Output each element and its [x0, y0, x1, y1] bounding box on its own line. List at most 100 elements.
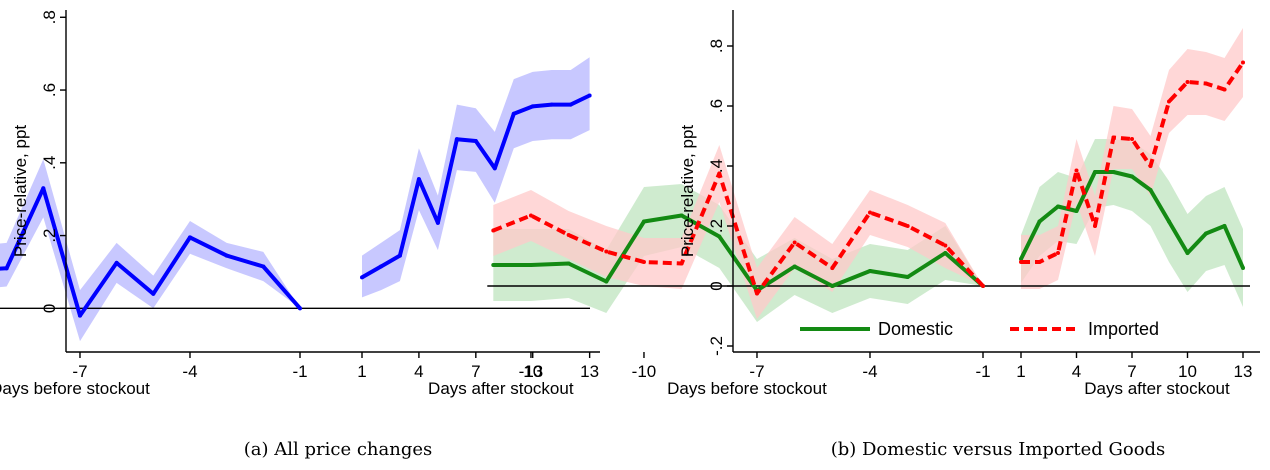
data-point-domestic-x-13	[528, 263, 533, 267]
data-point-domestic-x-9	[679, 213, 684, 218]
data-point-imported-x-8	[717, 171, 722, 176]
data-point-imported-x3	[1056, 251, 1060, 255]
data-point-imported-x-2	[943, 243, 948, 248]
data-point-imported-x-7	[754, 291, 759, 296]
data-point-all-x9	[511, 111, 516, 116]
y-axis-title: Price-relative, ppt	[678, 125, 697, 258]
data-point-imported-x-12	[566, 233, 571, 237]
data-point-imported-x11	[1204, 81, 1208, 86]
data-point-imported-x8	[1148, 164, 1153, 168]
x-tick-label: -4	[182, 362, 197, 381]
x-tick-label: 7	[1127, 362, 1136, 381]
x-tick-label: 4	[1072, 362, 1081, 381]
data-point-domestic-x5	[1093, 170, 1097, 174]
y-tick-label: .6	[40, 83, 59, 97]
data-point-all-x-3	[224, 253, 229, 258]
data-point-all-x-5	[151, 291, 156, 296]
data-point-all-x6	[454, 137, 459, 142]
data-point-imported-x-3	[905, 224, 910, 228]
data-point-domestic-x13	[1241, 266, 1245, 270]
data-point-domestic-x-4	[867, 269, 872, 273]
data-point-imported-x-6	[792, 240, 797, 245]
x-tick-label: -4	[862, 362, 877, 381]
legend-label-imported: Imported	[1088, 319, 1159, 339]
data-point-imported-x-11	[604, 249, 609, 254]
data-point-domestic-x-10	[641, 219, 646, 224]
x-tick-label: 10	[1178, 362, 1197, 381]
data-point-domestic-x-14	[491, 263, 496, 267]
x-axis-title-after: Days after stockout	[1084, 379, 1230, 398]
panel-caption: (b) Domestic versus Imported Goods	[831, 439, 1166, 460]
x-tick-label: -7	[749, 362, 764, 381]
data-point-imported-x5	[1093, 224, 1097, 228]
data-point-domestic-x-2	[943, 251, 948, 255]
data-point-domestic-x12	[1222, 224, 1227, 228]
x-tick-label: -7	[72, 362, 87, 381]
data-point-imported-x4	[1074, 168, 1079, 173]
y-tick-label: .6	[707, 99, 726, 113]
x-tick-label: -1	[975, 362, 990, 381]
x-tick-label: 1	[357, 362, 366, 381]
panel-b-domestic-vs-imported: -.2 0 .2 .4 .6 .8 -13 -10 -7 -4 -1 1 4 7 10 13 Price-rel…	[487, 10, 1260, 460]
data-point-domestic-x-5	[830, 284, 835, 288]
y-tick-label: .4	[40, 156, 59, 170]
data-point-imported-x-4	[867, 210, 872, 215]
x-axis-title-before: Days before stockout	[667, 379, 827, 398]
data-point-all-x-4	[187, 235, 192, 240]
legend: Domestic Imported	[800, 319, 1159, 339]
x-tick-label: 7	[471, 362, 480, 381]
x-tick-label: -10	[632, 362, 657, 381]
data-point-domestic-x11	[1204, 231, 1208, 236]
data-point-domestic-x7	[1130, 174, 1134, 179]
data-point-imported-x6	[1111, 135, 1116, 140]
data-point-domestic-x-11	[604, 279, 609, 284]
data-point-all-x-1	[298, 306, 302, 311]
data-point-imported-x12	[1222, 87, 1227, 92]
data-point-all-x2	[378, 264, 383, 269]
data-point-imported-x-10	[641, 260, 646, 264]
legend-label-domestic: Domestic	[878, 319, 953, 339]
confidence-band-all-after	[362, 57, 590, 298]
data-point-imported-x-14	[491, 228, 496, 233]
x-tick-label: 4	[414, 362, 423, 381]
data-point-all-x7	[473, 138, 478, 143]
data-point-imported-x9	[1167, 99, 1171, 104]
data-point-domestic-x2	[1037, 219, 1042, 224]
data-point-all-x-6	[114, 260, 119, 265]
series-line-all-before	[0, 186, 302, 318]
data-point-domestic-x10	[1185, 251, 1190, 255]
confidence-band-imported-after	[1021, 28, 1243, 289]
series-line-domestic-before	[493, 213, 985, 293]
data-point-domestic-x-3	[905, 275, 910, 279]
data-point-all-x4	[416, 177, 421, 182]
y-tick-label: .4	[707, 159, 726, 173]
data-point-imported-x7	[1130, 137, 1134, 141]
data-point-all-x-2	[261, 264, 266, 269]
data-point-imported-x1	[1019, 260, 1023, 264]
x-axis-title-before: Days before stockout	[0, 379, 150, 398]
panel-caption: (a) All price changes	[244, 439, 432, 460]
x-tick-label: 1	[1016, 362, 1025, 381]
y-tick-label: .2	[707, 219, 726, 233]
data-point-imported-x-13	[528, 213, 533, 218]
x-tick-label: 13	[1234, 362, 1253, 381]
data-point-domestic-x8	[1148, 188, 1153, 192]
x-axis-title-after: Days after stockout	[428, 379, 574, 398]
data-point-imported-x13	[1241, 60, 1245, 65]
data-point-all-x-9	[4, 266, 9, 271]
data-point-domestic-x6	[1111, 170, 1116, 174]
data-point-all-x13	[587, 93, 592, 98]
data-point-domestic-x3	[1056, 204, 1060, 209]
data-point-domestic-x4	[1074, 209, 1079, 213]
data-point-imported-x2	[1037, 260, 1042, 264]
y-tick-label: 0	[707, 281, 726, 290]
data-point-imported-x-1	[981, 284, 985, 288]
y-tick-label: -.2	[707, 336, 726, 356]
data-point-imported-x-5	[830, 266, 835, 270]
data-point-imported-x10	[1185, 80, 1190, 84]
data-point-all-x-8	[41, 186, 46, 191]
confidence-band-imported-before	[493, 145, 983, 319]
data-point-all-x3	[397, 253, 402, 258]
x-tick-label: -1	[292, 362, 307, 381]
